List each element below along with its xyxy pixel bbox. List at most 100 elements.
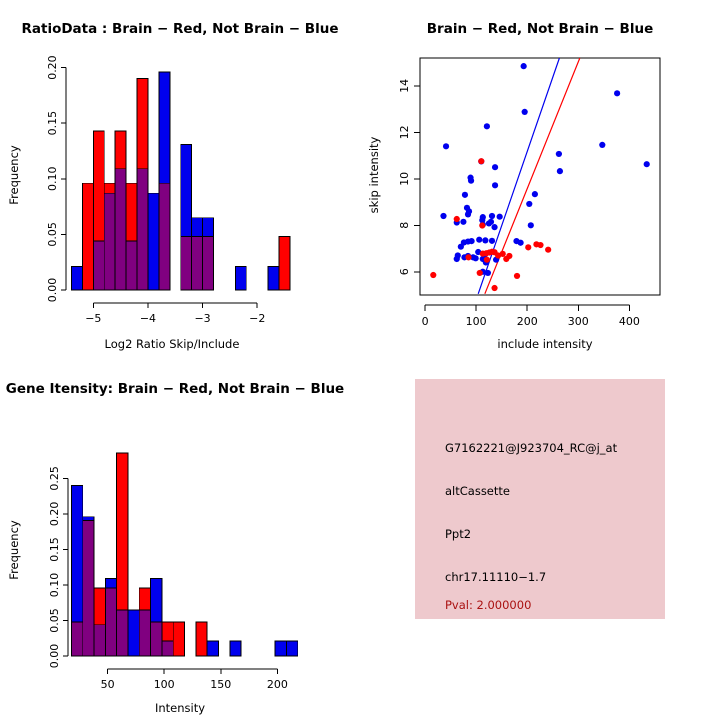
histogram-bar-overlap	[136, 168, 149, 291]
y-tick-label: 0.20	[46, 55, 59, 80]
data-point	[485, 220, 493, 227]
x-tick-label: 300	[568, 315, 589, 328]
histogram-bar-overlap	[103, 192, 116, 291]
data-point	[465, 254, 472, 261]
data-point	[556, 168, 564, 175]
data-point	[488, 237, 496, 244]
x-tick-label: 150	[210, 678, 231, 691]
data-point	[527, 222, 534, 229]
y-tick-label: 0.05	[48, 608, 61, 633]
y-tick-label: 12	[398, 125, 411, 139]
histogram-bar-overlap	[93, 624, 106, 657]
y-tick-label: 0.10	[48, 573, 61, 598]
data-point	[460, 218, 467, 225]
data-point	[488, 212, 496, 220]
histogram-bar	[147, 192, 160, 291]
y-tick-label: 0.00	[46, 278, 59, 303]
histogram-bar-overlap	[202, 236, 214, 291]
location-text: chr17.11110−1.7	[445, 570, 547, 584]
data-point	[464, 211, 472, 218]
histogram-bar	[234, 266, 247, 291]
data-point	[531, 191, 538, 198]
y-tick-label: 6	[398, 268, 411, 275]
y-tick-label: 0.20	[48, 502, 61, 527]
histogram-bar-overlap	[116, 609, 129, 657]
data-point	[537, 241, 544, 249]
data-point	[430, 271, 437, 279]
histogram-bar-overlap	[125, 240, 138, 291]
histogram-bar	[81, 182, 94, 291]
data-point	[643, 161, 650, 168]
y-tick-label: 0.25	[48, 466, 61, 491]
data-point	[526, 200, 533, 208]
histogram-bar-overlap	[191, 236, 204, 291]
histogram-bar-overlap	[180, 236, 193, 291]
x-tick-label: 200	[267, 678, 288, 691]
histogram-bar	[206, 640, 219, 657]
histogram-bar-overlap	[138, 609, 152, 657]
panel-ratio-histogram: RatioData : Brain − Red, Not Brain − Blu…	[0, 0, 360, 360]
histogram-bar	[274, 640, 287, 657]
gene-histogram-title: Gene Itensity: Brain − Red, Not Brain − …	[6, 381, 344, 397]
ratio-histogram-title: RatioData : Brain − Red, Not Brain − Blu…	[21, 21, 338, 37]
gene-name-text: Ppt2	[445, 527, 472, 541]
data-point	[491, 224, 498, 231]
data-point	[496, 213, 503, 220]
data-point	[483, 256, 490, 263]
gene-histogram-ylabel: Frequency	[7, 520, 21, 580]
gene-histogram-xlabel: Intensity	[155, 701, 205, 715]
x-tick-label: −4	[140, 312, 156, 325]
scatter-plot-area: 6 8 10 12 14 0 100 200 300 400	[398, 57, 661, 328]
ratio-histogram-xlabel: Log2 Ratio Skip/Include	[105, 337, 240, 351]
data-point	[453, 215, 460, 223]
data-point	[482, 237, 489, 244]
data-point	[491, 284, 498, 292]
gene-histogram-plot-area: 0.00 0.05 0.10 0.15 0.20 0.25 50 100 150 200	[48, 452, 299, 691]
data-point	[476, 269, 483, 277]
x-tick-label: −2	[249, 312, 265, 325]
scatter-svg: Brain − Red, Not Brain − Blue skip inten…	[367, 21, 661, 351]
data-point	[599, 141, 606, 148]
data-point	[517, 239, 524, 246]
data-point	[472, 255, 479, 262]
data-point	[520, 63, 527, 70]
data-point	[440, 212, 447, 220]
y-tick-label: 10	[398, 172, 411, 186]
data-point	[457, 243, 464, 250]
data-point	[614, 90, 621, 97]
histogram-bar-overlap	[150, 621, 163, 657]
histogram-bar	[127, 609, 140, 657]
blue-fit	[477, 58, 560, 295]
histogram-bar	[285, 640, 299, 657]
histogram-bar-overlap	[161, 640, 174, 657]
panel-gene-intensity-histogram: Gene Itensity: Brain − Red, Not Brain − …	[0, 360, 360, 720]
histogram-bar	[172, 621, 186, 657]
data-point	[464, 238, 472, 245]
data-point	[525, 244, 532, 251]
y-tick-label: 0.15	[46, 111, 59, 136]
scatter-xlabel: include intensity	[497, 337, 592, 351]
histogram-bar	[229, 640, 242, 657]
data-point	[479, 222, 486, 229]
scatter-ylabel: skip intensity	[367, 136, 381, 213]
probe-id-text: G7162221@J923704_RC@j_at	[445, 441, 618, 455]
data-point	[545, 246, 552, 253]
scatter-series	[430, 158, 552, 292]
red-fit	[484, 58, 581, 295]
histogram-bar-overlap	[70, 621, 84, 657]
ratio-histogram-plot-area: 0.00 0.05 0.10 0.15 0.20 −5 −4 −3 −2	[46, 55, 291, 325]
histogram-bar-overlap	[114, 168, 127, 291]
gene-histogram-svg: Gene Itensity: Brain − Red, Not Brain − …	[6, 381, 344, 715]
histogram-bar-overlap	[158, 182, 171, 291]
x-tick-label: −3	[194, 312, 210, 325]
data-point	[442, 143, 450, 150]
scatter-series	[440, 63, 650, 277]
data-point	[483, 123, 490, 130]
data-point	[479, 214, 486, 221]
data-point	[476, 236, 483, 243]
histogram-bar	[195, 621, 208, 657]
data-point	[495, 252, 502, 259]
histogram-bar	[278, 236, 291, 291]
x-tick-label: 100	[466, 315, 487, 328]
data-point	[513, 272, 521, 280]
